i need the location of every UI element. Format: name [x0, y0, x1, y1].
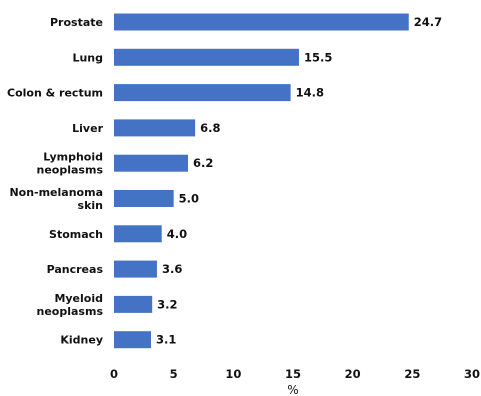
category-label: Liver	[72, 122, 103, 135]
bars	[114, 13, 409, 349]
category-label: Lung	[72, 51, 103, 64]
category-label-line: Lymphoid	[43, 151, 103, 164]
x-tick-label: 10	[225, 367, 241, 381]
category-label: Prostate	[50, 16, 103, 29]
bar	[114, 119, 196, 137]
category-label-line: Lung	[72, 51, 103, 64]
x-tick-label: 15	[285, 367, 301, 381]
category-label-line: Prostate	[50, 16, 103, 29]
value-label: 15.5	[304, 50, 332, 64]
category-label-line: neoplasms	[37, 164, 104, 177]
category-label-line: skin	[78, 199, 103, 212]
category-label: Myeloid neoplasms	[37, 292, 104, 318]
value-label: 5.0	[179, 192, 199, 206]
bar	[114, 190, 174, 207]
value-label: 3.6	[162, 262, 182, 276]
category-label-line: Myeloid	[54, 292, 103, 305]
x-tick-label: 25	[404, 367, 420, 381]
category-label: Non-melanoma skin	[9, 186, 103, 212]
value-label: 3.2	[157, 297, 177, 311]
value-label: 3.1	[156, 333, 176, 347]
category-label-line: neoplasms	[37, 305, 104, 318]
value-label: 24.7	[414, 15, 442, 29]
bar	[114, 295, 153, 313]
x-axis-title: %	[287, 383, 298, 396]
category-label: Pancreas	[47, 263, 104, 276]
x-tick-label: 20	[345, 367, 361, 381]
category-label: Lymphoid neoplasms	[37, 151, 104, 177]
category-label-line: Pancreas	[47, 263, 104, 276]
category-label: Colon & rectum	[7, 87, 103, 100]
value-label: 14.8	[296, 86, 324, 100]
x-tick-label: 30	[464, 367, 480, 381]
category-label-line: Colon & rectum	[7, 87, 103, 100]
category-label-line: Non-melanoma	[9, 186, 103, 199]
value-labels: 24.7 15.5 14.8 6.8 6.2 5.0 4.0 3.6 3.2 3.1	[156, 15, 442, 347]
bar	[114, 225, 162, 243]
bar	[114, 331, 151, 349]
bar	[114, 48, 299, 66]
x-tick-label: 0	[110, 367, 118, 381]
value-label: 4.0	[167, 227, 187, 241]
category-label-line: Kidney	[60, 334, 103, 347]
bar	[114, 154, 188, 172]
value-label: 6.2	[193, 156, 213, 170]
category-label: Kidney	[60, 334, 103, 347]
bar	[114, 84, 291, 102]
x-axis-ticks: 0 5 10 15 20 25 30	[110, 367, 480, 381]
x-tick-label: 5	[170, 367, 178, 381]
value-label: 6.8	[200, 121, 220, 135]
bar	[114, 13, 409, 31]
category-label-line: Stomach	[49, 228, 103, 241]
category-label: Stomach	[49, 228, 103, 241]
bar	[114, 260, 157, 278]
category-label-line: Liver	[72, 122, 103, 135]
